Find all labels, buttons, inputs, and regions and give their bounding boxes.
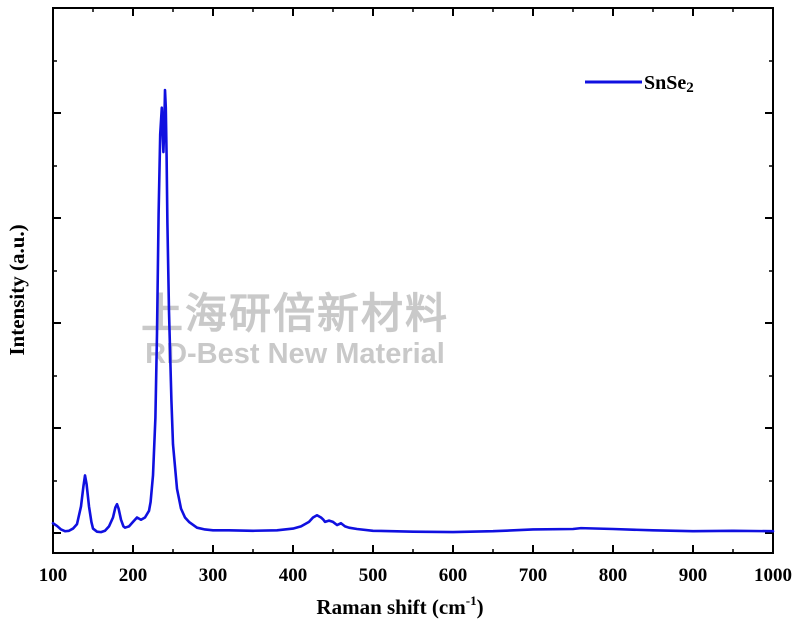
x-axis-ticks xyxy=(52,8,774,553)
x-axis-tick-labels: 100 200 300 400 500 600 700 800 900 1000 xyxy=(39,565,792,586)
x-tick-label: 400 xyxy=(279,565,308,586)
watermark: 上海研倍新材料 RD-Best New Material xyxy=(141,289,449,370)
series-layer xyxy=(51,88,775,534)
x-tick-label: 200 xyxy=(119,565,148,586)
watermark-chinese-text: 上海研倍新材料 xyxy=(141,289,449,338)
x-tick-label: 100 xyxy=(39,565,68,586)
y-axis-ticks xyxy=(53,60,773,534)
legend: SnSe2 xyxy=(585,72,694,96)
x-axis-title-main: Raman shift (cm xyxy=(316,595,466,619)
watermark-english-text: RD-Best New Material xyxy=(145,338,445,370)
x-tick-label: 900 xyxy=(679,565,708,586)
x-axis-title: Raman shift (cm-1) xyxy=(316,593,483,619)
x-tick-label: 700 xyxy=(519,565,548,586)
legend-label-main: SnSe xyxy=(644,72,686,94)
x-tick-label: 500 xyxy=(359,565,388,586)
x-axis-title-end: ) xyxy=(477,595,484,619)
x-tick-label: 800 xyxy=(599,565,628,586)
series-line-snse2 xyxy=(51,88,775,534)
x-tick-label: 600 xyxy=(439,565,468,586)
y-axis-title: Intensity (a.u.) xyxy=(5,224,29,355)
legend-label-snse2: SnSe2 xyxy=(644,72,694,96)
x-tick-label: 1000 xyxy=(754,565,792,586)
x-tick-label: 300 xyxy=(199,565,228,586)
x-axis-title-superscript: -1 xyxy=(466,593,477,608)
legend-label-subscript: 2 xyxy=(686,80,694,96)
